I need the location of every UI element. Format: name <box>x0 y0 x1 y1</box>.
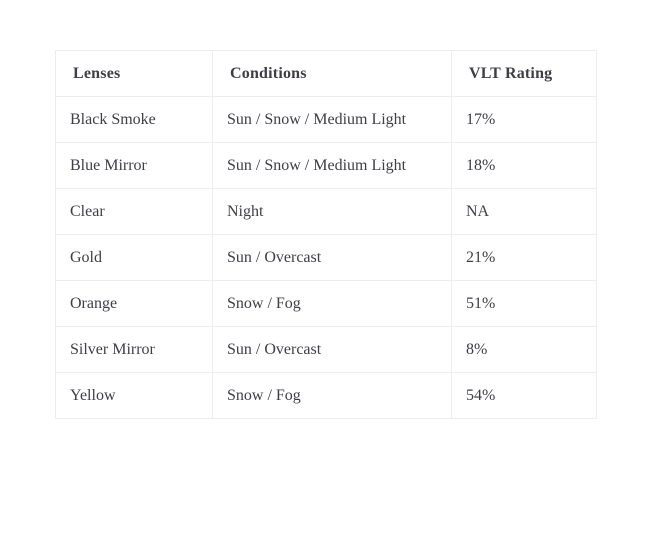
cell-lens: Silver Mirror <box>55 326 213 373</box>
cell-vlt: 51% <box>451 280 597 327</box>
table-row: Orange Snow / Fog 51% <box>55 280 597 327</box>
page-background: Lenses Conditions VLT Rating Black Smoke… <box>0 50 650 550</box>
cell-conditions: Night <box>212 188 452 235</box>
table-row: Black Smoke Sun / Snow / Medium Light 17… <box>55 96 597 143</box>
cell-vlt: 8% <box>451 326 597 373</box>
table-row: Yellow Snow / Fog 54% <box>55 372 597 419</box>
cell-conditions: Sun / Overcast <box>212 326 452 373</box>
header-row: Lenses Conditions VLT Rating <box>55 50 597 97</box>
cell-vlt: 18% <box>451 142 597 189</box>
page: { "table": { "headers": ["Lenses", "Cond… <box>0 50 650 550</box>
cell-lens: Yellow <box>55 372 213 419</box>
cell-conditions: Sun / Snow / Medium Light <box>212 142 452 189</box>
cell-lens: Gold <box>55 234 213 281</box>
table-row: Clear Night NA <box>55 188 597 235</box>
table-body: Black Smoke Sun / Snow / Medium Light 17… <box>55 96 597 419</box>
cell-vlt: NA <box>451 188 597 235</box>
cell-conditions: Snow / Fog <box>212 280 452 327</box>
table-row: Gold Sun / Overcast 21% <box>55 234 597 281</box>
cell-conditions: Snow / Fog <box>212 372 452 419</box>
table-row: Blue Mirror Sun / Snow / Medium Light 18… <box>55 142 597 189</box>
cell-lens: Blue Mirror <box>55 142 213 189</box>
column-header-vlt-rating: VLT Rating <box>451 50 597 97</box>
cell-lens: Black Smoke <box>55 96 213 143</box>
column-header-lenses: Lenses <box>55 50 213 97</box>
cell-vlt: 21% <box>451 234 597 281</box>
cell-vlt: 54% <box>451 372 597 419</box>
cell-lens: Clear <box>55 188 213 235</box>
column-header-conditions: Conditions <box>212 50 452 97</box>
cell-conditions: Sun / Snow / Medium Light <box>212 96 452 143</box>
table-row: Silver Mirror Sun / Overcast 8% <box>55 326 597 373</box>
table-header: Lenses Conditions VLT Rating <box>55 50 597 97</box>
lens-vlt-table: Lenses Conditions VLT Rating Black Smoke… <box>55 50 597 419</box>
cell-lens: Orange <box>55 280 213 327</box>
cell-conditions: Sun / Overcast <box>212 234 452 281</box>
cell-vlt: 17% <box>451 96 597 143</box>
